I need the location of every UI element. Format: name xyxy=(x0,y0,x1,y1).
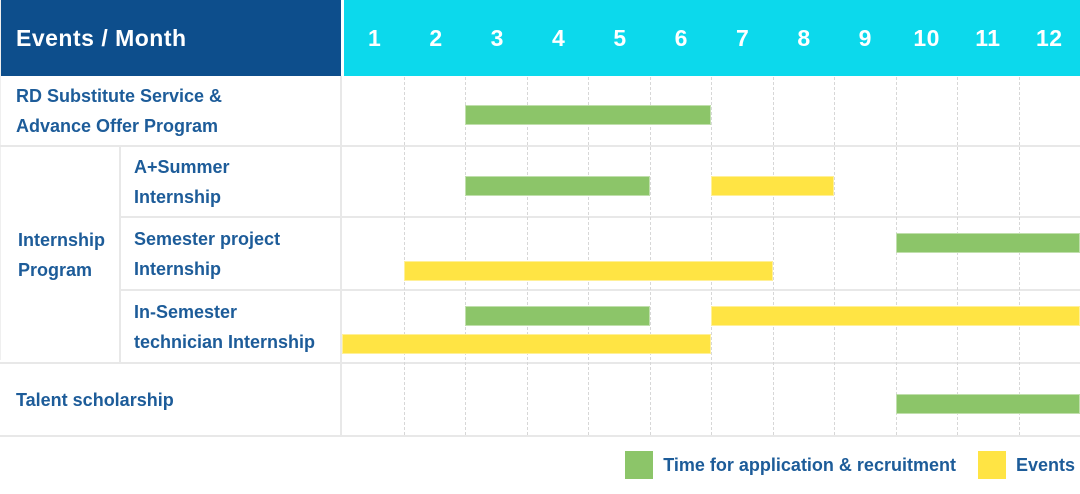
chart-title: Events / Month xyxy=(16,24,187,51)
month-gridline-2 xyxy=(465,77,466,435)
gantt-bar-in-semester-technician-events xyxy=(342,334,711,354)
row-label-line: Advance Offer Program xyxy=(16,116,219,136)
gantt-bar-a-plus-summer-events xyxy=(711,175,834,196)
month-header-10: 10 xyxy=(913,24,940,51)
row-label-line: Internship xyxy=(134,258,222,279)
row-label-a-plus-summer: A+Summer Internship xyxy=(134,147,339,216)
row-label-rd-substitute: RD Substitute Service & Advance Offer Pr… xyxy=(16,77,336,145)
table-left-border xyxy=(0,0,1,360)
month-gridline-8 xyxy=(834,77,835,435)
gantt-bar-rd-substitute-application xyxy=(465,105,711,125)
group-label-internship-program: Internship Program xyxy=(18,147,118,362)
row-label-line: Semester project xyxy=(134,228,281,249)
month-header-12: 12 xyxy=(1035,24,1063,51)
month-gridline-4 xyxy=(588,77,589,435)
row-label-line: In-Semester xyxy=(134,301,238,322)
row-label-talent-scholarship: Talent scholarship xyxy=(16,364,316,435)
month-gridline-3 xyxy=(526,77,528,435)
month-header-6: 6 xyxy=(674,24,688,51)
row-label-line: technician Internship xyxy=(134,331,316,352)
row-divider-summer-semester xyxy=(119,216,1080,218)
legend-label-events: Events xyxy=(1015,454,1075,475)
month-header-1: 1 xyxy=(368,24,382,51)
gantt-bar-a-plus-summer-application xyxy=(465,175,650,196)
gantt-bar-semester-project-events xyxy=(403,261,773,281)
month-header-7: 7 xyxy=(735,24,750,51)
legend-swatch-application-icon xyxy=(625,451,654,479)
row-divider-rd-internship xyxy=(0,145,1080,147)
month-gridline-5 xyxy=(649,77,651,435)
row-divider-internship-talent xyxy=(0,362,1080,364)
month-header-8: 8 xyxy=(797,24,811,51)
month-header-11: 11 xyxy=(975,24,1001,51)
legend-swatch-events-icon xyxy=(977,451,1006,479)
row-divider-semester-insem xyxy=(119,289,1080,291)
month-header-2: 2 xyxy=(429,24,443,51)
gantt-bar-semester-project-application xyxy=(895,233,1080,253)
corner-header-cell: Events / Month xyxy=(0,0,341,76)
month-header-5: 5 xyxy=(613,24,627,51)
month-gridline-10 xyxy=(957,77,958,435)
row-label-line: Internship xyxy=(134,186,222,207)
month-header-row: 1 2 3 4 5 6 7 8 9 10 11 12 xyxy=(344,0,1080,76)
month-gridline-6 xyxy=(711,77,712,435)
month-header-9: 9 xyxy=(858,24,872,51)
group-sublabel-divider xyxy=(119,146,121,363)
label-grid-divider xyxy=(340,76,342,436)
row-label-line: A+Summer xyxy=(134,156,230,177)
table-bottom-border xyxy=(0,435,1080,437)
group-label-line: Internship xyxy=(18,229,106,250)
month-header-4: 4 xyxy=(552,24,566,51)
legend-label-application: Time for application & recruitment xyxy=(663,454,956,475)
month-gridline-1 xyxy=(403,77,405,435)
group-label-line: Program xyxy=(18,259,93,280)
legend: Time for application & recruitment Event… xyxy=(625,436,1075,494)
row-label-line: Talent scholarship xyxy=(16,389,174,410)
row-label-line: RD Substitute Service & xyxy=(16,86,223,106)
row-label-semester-project: Semester project Internship xyxy=(134,218,339,289)
gantt-bar-talent-scholarship-application xyxy=(895,393,1080,414)
month-header-3: 3 xyxy=(490,24,504,51)
row-label-in-semester-technician: In-Semester technician Internship xyxy=(134,291,339,362)
month-gridline-7 xyxy=(772,77,774,435)
month-gridline-11 xyxy=(1018,77,1020,435)
gantt-bar-in-semester-technician-application xyxy=(465,306,650,326)
month-gridline-9 xyxy=(895,77,897,435)
gantt-bar-in-semester-technician-events xyxy=(711,306,1080,326)
